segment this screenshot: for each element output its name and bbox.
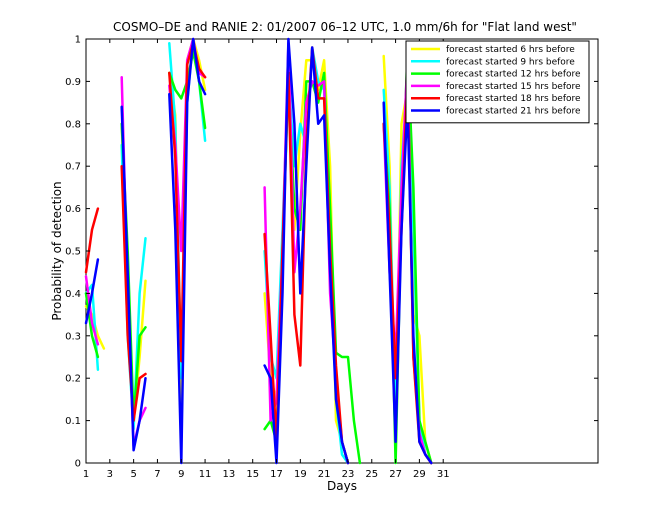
legend-label-0: forecast started 6 hrs before — [446, 45, 575, 55]
legend-label-2: forecast started 12 hrs before — [446, 70, 581, 80]
x-tick-label-1: 3 — [107, 469, 113, 480]
x-tick-label-11: 23 — [342, 469, 355, 480]
x-tick-label-4: 9 — [178, 469, 184, 480]
legend-label-1: forecast started 9 hrs before — [446, 57, 575, 67]
x-tick-label-12: 25 — [365, 469, 378, 480]
x-tick-label-7: 15 — [246, 469, 259, 480]
x-tick-label-3: 7 — [154, 469, 160, 480]
axis-layer: 1 3 5 7 9 11 13 15 17 19 21 23 25 27 29 3100.10.20.30.4… — [65, 35, 598, 480]
x-tick-label-8: 17 — [270, 469, 283, 480]
y-tick-label-1: 0.1 — [65, 416, 81, 427]
x-tick-label-2: 5 — [130, 469, 136, 480]
legend-label-3: forecast started 15 hrs before — [446, 82, 581, 92]
series-line-5 — [84, 37, 433, 465]
y-tick-label-8: 0.8 — [65, 119, 81, 130]
series-layer — [84, 37, 433, 465]
y-tick-label-7: 0.7 — [65, 162, 81, 173]
x-tick-label-6: 13 — [223, 469, 236, 480]
x-axis-label: Days — [327, 479, 357, 493]
x-tick-label-13: 27 — [389, 469, 402, 480]
legend-label-5: forecast started 21 hrs before — [446, 107, 581, 117]
chart-title: COSMO–DE and RANIE 2: 01/2007 06–12 UTC,… — [113, 20, 577, 34]
legend: forecast started 6 hrs before forecast st… — [405, 40, 590, 124]
y-tick-label-0: 0 — [75, 459, 81, 470]
y-tick-label-4: 0.4 — [65, 289, 81, 300]
legend-box — [405, 40, 590, 124]
legend-label-4: forecast started 18 hrs before — [446, 94, 581, 104]
x-tick-label-0: 1 — [83, 469, 89, 480]
y-tick-label-3: 0.3 — [65, 331, 81, 342]
x-tick-label-9: 19 — [294, 469, 307, 480]
y-tick-label-6: 0.6 — [65, 204, 81, 215]
y-axis-label: Probability of detection — [50, 181, 64, 320]
x-tick-label-5: 11 — [199, 469, 212, 480]
y-tick-label-10: 1 — [75, 35, 81, 46]
x-tick-label-14: 29 — [413, 469, 426, 480]
y-tick-label-2: 0.2 — [65, 374, 81, 385]
x-tick-label-15: 31 — [437, 469, 450, 480]
y-tick-label-9: 0.9 — [65, 77, 81, 88]
x-tick-label-10: 21 — [318, 469, 331, 480]
y-tick-label-5: 0.5 — [65, 247, 81, 258]
